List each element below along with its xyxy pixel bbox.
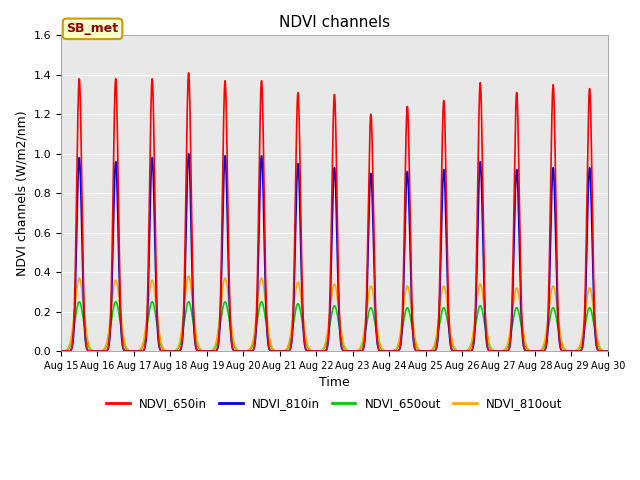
NDVI_650out (168, 348, 176, 354)
NDVI_810in (602, 348, 610, 354)
NDVI_810out (174, 344, 182, 350)
NDVI_810out (168, 348, 176, 354)
Line: NDVI_810in: NDVI_810in (61, 154, 608, 351)
NDVI_650out (262, 318, 269, 324)
Text: SB_met: SB_met (67, 23, 118, 36)
NDVI_650in (410, 339, 418, 345)
NDVI_810in (410, 342, 418, 348)
NDVI_650in (602, 348, 610, 354)
NDVI_810out (262, 303, 269, 309)
NDVI_650in (185, 70, 193, 76)
Line: NDVI_650in: NDVI_650in (61, 73, 608, 351)
NDVI_650in (604, 348, 612, 354)
NDVI_650in (168, 348, 176, 354)
NDVI_650out (174, 346, 182, 351)
NDVI_650in (174, 348, 182, 354)
NDVI_650in (262, 281, 269, 287)
NDVI_810out (604, 348, 612, 354)
Y-axis label: NDVI channels (W/m2/nm): NDVI channels (W/m2/nm) (15, 110, 28, 276)
NDVI_650out (57, 348, 65, 354)
Legend: NDVI_650in, NDVI_810in, NDVI_650out, NDVI_810out: NDVI_650in, NDVI_810in, NDVI_650out, NDV… (101, 392, 568, 415)
NDVI_650out (488, 347, 495, 352)
NDVI_810in (185, 151, 193, 156)
NDVI_810in (262, 300, 269, 305)
NDVI_810in (604, 348, 612, 354)
NDVI_810out (185, 273, 193, 279)
NDVI_650out (410, 334, 418, 340)
Line: NDVI_810out: NDVI_810out (61, 276, 608, 351)
NDVI_810out (488, 346, 495, 352)
Title: NDVI channels: NDVI channels (279, 15, 390, 30)
NDVI_810out (410, 327, 418, 333)
NDVI_810in (168, 348, 176, 354)
NDVI_810out (602, 348, 610, 354)
NDVI_650out (604, 348, 612, 354)
NDVI_810in (174, 348, 182, 354)
NDVI_810in (488, 348, 495, 354)
NDVI_810in (57, 348, 65, 354)
NDVI_650in (488, 348, 495, 354)
NDVI_810out (57, 348, 65, 354)
Line: NDVI_650out: NDVI_650out (61, 302, 608, 351)
X-axis label: Time: Time (319, 376, 350, 389)
NDVI_650out (76, 299, 83, 305)
NDVI_650in (57, 348, 65, 354)
NDVI_650out (602, 348, 610, 354)
